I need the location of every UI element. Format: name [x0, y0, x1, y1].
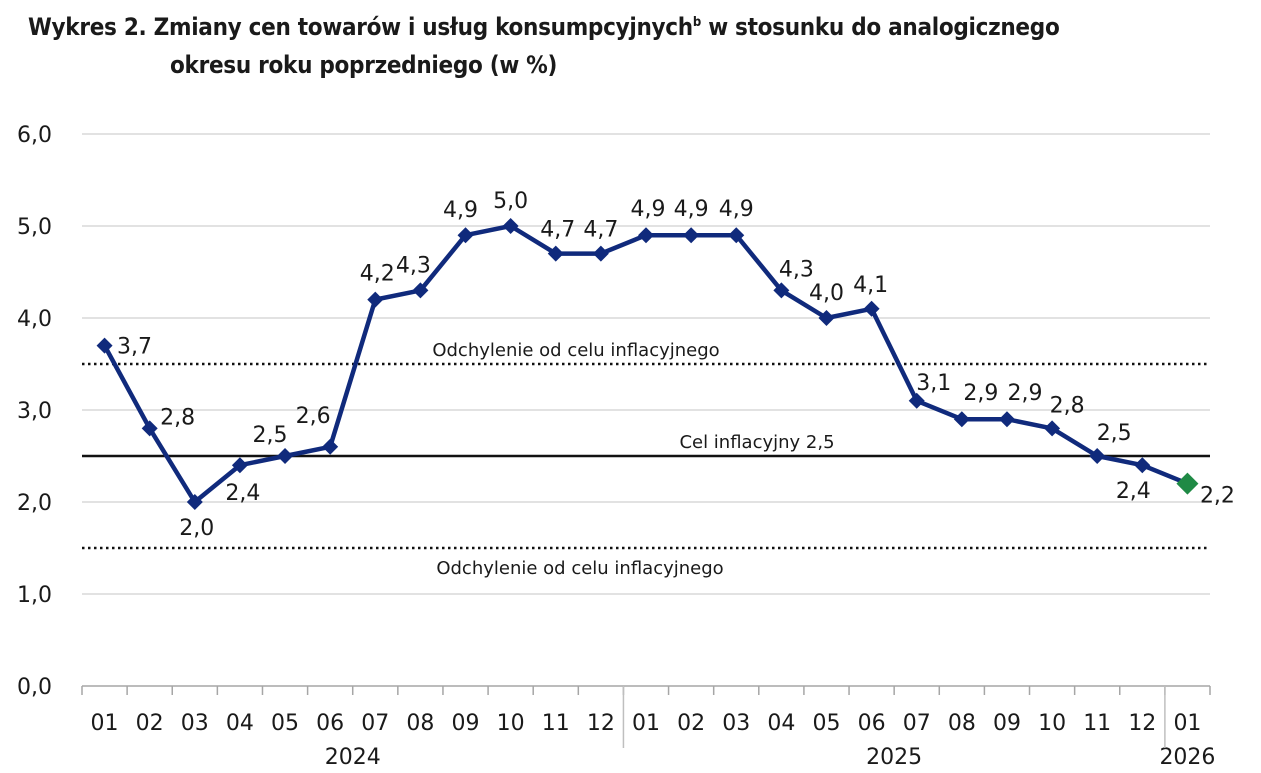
x-tick-label: 02	[677, 711, 705, 736]
data-point-marker	[547, 245, 564, 262]
x-tick-label: 05	[271, 711, 299, 736]
data-label: 2,8	[160, 405, 195, 430]
x-tick-label: 03	[181, 711, 209, 736]
y-tick-label: 2,0	[17, 491, 52, 516]
data-label: 4,7	[540, 218, 575, 243]
data-label: 4,9	[443, 198, 478, 223]
data-label: 3,1	[916, 371, 951, 396]
data-point-marker	[998, 411, 1015, 428]
data-label: 4,7	[583, 218, 618, 243]
x-tick-label: 09	[452, 711, 480, 736]
data-label: 2,4	[225, 481, 260, 506]
x-tick-label: 04	[767, 711, 795, 736]
x-tick-label: 01	[91, 711, 119, 736]
data-label: 2,4	[1116, 479, 1151, 504]
title-text: Wykres 2. Zmiany cen towarów i usług kon…	[28, 13, 693, 41]
data-point-marker	[96, 337, 113, 354]
y-tick-label: 0,0	[17, 675, 52, 700]
x-tick-label: 12	[587, 711, 615, 736]
data-point-marker	[412, 282, 429, 299]
year-label: 2025	[866, 745, 922, 770]
data-label: 4,9	[719, 197, 754, 222]
y-tick-label: 6,0	[17, 123, 52, 148]
x-tick-label: 12	[1128, 711, 1156, 736]
data-point-marker	[728, 227, 745, 244]
x-tick-label: 07	[903, 711, 931, 736]
data-point-marker	[231, 457, 248, 474]
data-point-marker	[277, 448, 294, 464]
data-label: 2,9	[1007, 381, 1042, 406]
data-point-marker	[1134, 457, 1151, 474]
data-point-marker	[953, 411, 970, 428]
x-tick-label: 07	[361, 711, 389, 736]
data-point-marker	[863, 300, 880, 317]
y-tick-label: 4,0	[17, 307, 52, 332]
data-point-marker	[141, 420, 158, 437]
data-point-marker	[683, 227, 700, 244]
title-text-3: okresu roku poprzedniego (w %)	[170, 51, 558, 79]
y-tick-label: 1,0	[17, 583, 52, 608]
x-tick-label: 02	[136, 711, 164, 736]
data-label: 2,5	[253, 423, 288, 448]
x-tick-label: 08	[406, 711, 434, 736]
data-point-marker	[1176, 472, 1199, 495]
data-point-marker	[186, 494, 203, 510]
data-point-marker	[1089, 448, 1106, 464]
data-label: 2,8	[1050, 393, 1085, 418]
data-label: 2,6	[296, 404, 331, 429]
data-label: 4,9	[631, 197, 666, 222]
data-label: 4,2	[360, 262, 395, 287]
x-tick-label: 01	[1173, 711, 1201, 736]
reference-line-label: Odchylenie od celu inflacyjnego	[436, 558, 723, 579]
x-tick-label: 06	[316, 711, 344, 736]
data-point-marker	[367, 291, 384, 308]
data-label: 2,2	[1200, 484, 1235, 509]
data-label: 3,7	[117, 335, 152, 360]
x-tick-label: 03	[722, 711, 750, 736]
data-point-marker	[818, 310, 835, 326]
data-point-marker	[773, 282, 790, 299]
reference-line-label: Odchylenie od celu inflacyjnego	[432, 340, 719, 361]
x-tick-label: 10	[1038, 711, 1066, 736]
data-label: 2,5	[1097, 421, 1132, 446]
data-label: 2,9	[963, 381, 998, 406]
x-tick-label: 04	[226, 711, 254, 736]
data-label: 4,1	[853, 273, 888, 298]
x-tick-label: 10	[497, 711, 525, 736]
data-point-marker	[1044, 420, 1061, 437]
data-point-marker	[322, 438, 339, 455]
title-superscript: b	[692, 15, 701, 30]
data-label: 5,0	[493, 189, 528, 214]
chart-title: Wykres 2. Zmiany cen towarów i usług kon…	[28, 4, 1060, 84]
x-tick-label: 11	[1083, 711, 1111, 736]
x-tick-label: 06	[858, 711, 886, 736]
data-point-marker	[592, 245, 609, 262]
x-tick-label: 05	[812, 711, 840, 736]
y-tick-label: 5,0	[17, 215, 52, 240]
data-point-marker	[457, 227, 474, 244]
data-label: 4,3	[396, 253, 431, 278]
x-tick-label: 09	[993, 711, 1021, 736]
data-label: 4,9	[674, 197, 709, 222]
title-text-2: w stosunku do analogicznego	[708, 13, 1060, 41]
year-label: 2024	[325, 745, 381, 770]
y-tick-label: 3,0	[17, 399, 52, 424]
data-point-marker	[908, 392, 925, 409]
year-label: 2026	[1159, 745, 1215, 770]
data-point-marker	[502, 218, 519, 234]
data-label: 4,3	[779, 257, 814, 282]
reference-line-label: Cel inflacyjny 2,5	[679, 432, 834, 453]
data-label: 4,0	[809, 281, 844, 306]
x-tick-label: 11	[542, 711, 570, 736]
x-tick-label: 08	[948, 711, 976, 736]
data-point-marker	[638, 227, 654, 244]
data-label: 2,0	[179, 516, 214, 541]
x-tick-label: 01	[632, 711, 660, 736]
